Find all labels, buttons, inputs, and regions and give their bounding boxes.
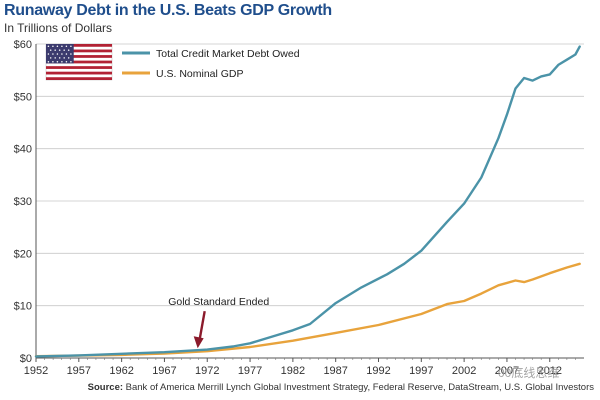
flag-star <box>63 49 65 51</box>
flag-stripe <box>46 71 112 75</box>
flag-star <box>63 57 65 59</box>
source-text: Bank of America Merrill Lynch Global Inv… <box>125 382 594 393</box>
chart-title: Runaway Debt in the U.S. Beats GDP Growt… <box>4 2 332 19</box>
x-tick-label: 1957 <box>67 365 91 377</box>
x-tick-label: 1962 <box>109 365 133 377</box>
legend-label-debt: Total Credit Market Debt Owed <box>156 48 300 60</box>
x-tick-label: 1992 <box>366 365 390 377</box>
flag-star <box>47 61 50 63</box>
y-tick-label: $60 <box>14 39 32 51</box>
flag-stripe <box>46 49 112 53</box>
flag-star <box>56 53 59 55</box>
flag-star <box>49 49 52 51</box>
x-tick-label: 2012 <box>538 365 562 377</box>
flag-star <box>52 61 54 63</box>
x-tick-label: 1982 <box>281 365 305 377</box>
gdp-series-line <box>34 262 581 358</box>
source-label: Source: <box>87 382 124 393</box>
flag-star <box>67 57 70 59</box>
y-tick-label: $20 <box>14 248 32 260</box>
watermark: 00底线思维 <box>498 366 560 380</box>
legend-label-gdp: U.S. Nominal GDP <box>156 68 244 80</box>
flag-stripe <box>46 60 112 64</box>
flag-star <box>58 57 61 59</box>
flag-star <box>65 61 68 63</box>
source-line: Source: Bank of America Merrill Lynch Gl… <box>88 382 594 393</box>
x-tick-label: 2007 <box>495 365 519 377</box>
y-tick-label: $10 <box>14 301 32 313</box>
flag-star <box>52 53 54 55</box>
flag-star <box>47 53 50 55</box>
x-tick-label: 1997 <box>409 365 433 377</box>
annotation-label: Gold Standard Ended <box>168 296 269 308</box>
flag-star <box>54 49 56 51</box>
flag-star <box>47 45 50 47</box>
flag-stripe <box>46 77 112 80</box>
flag-star <box>70 45 72 47</box>
flag-star <box>61 61 63 63</box>
flag-canton <box>46 44 74 64</box>
x-tick-label: 1952 <box>24 365 48 377</box>
flag-star <box>58 49 61 51</box>
annotation-arrow-head <box>193 336 204 349</box>
flag-star <box>70 61 72 63</box>
debt-series-line <box>34 45 581 358</box>
x-tick-label: 1967 <box>152 365 176 377</box>
flag-star <box>52 45 54 47</box>
y-tick-label: $30 <box>14 196 32 208</box>
flag-star <box>61 45 63 47</box>
x-tick-label: 1987 <box>323 365 347 377</box>
x-tick-label: 1972 <box>195 365 219 377</box>
x-tick-label: 1977 <box>238 365 262 377</box>
x-tick-label: 2002 <box>452 365 476 377</box>
flag-stripe <box>46 44 112 47</box>
flag-star <box>70 53 72 55</box>
flag-star <box>65 45 68 47</box>
flag-stripe <box>46 66 112 69</box>
flag-star <box>67 49 70 51</box>
y-tick-label: $40 <box>14 144 32 156</box>
flag-star <box>61 53 63 55</box>
flag-stripe <box>46 55 112 58</box>
flag-star <box>65 53 68 55</box>
flag-star <box>54 57 56 59</box>
annotation-arrow-shaft <box>198 310 206 340</box>
y-tick-label: $0 <box>20 353 32 365</box>
flag-star <box>56 45 59 47</box>
chart-subtitle: In Trillions of Dollars <box>4 21 113 35</box>
flag-star <box>56 61 59 63</box>
flag-star <box>49 57 52 59</box>
us-flag-icon <box>45 43 113 81</box>
y-tick-label: $50 <box>14 91 32 103</box>
